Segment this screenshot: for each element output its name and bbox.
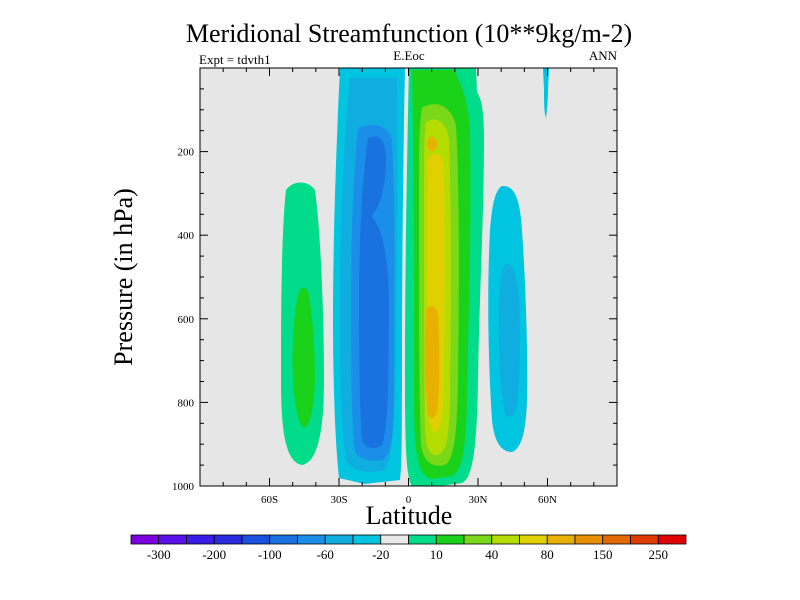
right-subtitle: ANN [589, 48, 618, 63]
colorbar-label: -20 [372, 547, 389, 562]
colorbar-swatch [213, 534, 243, 545]
colorbar-swatch [657, 534, 687, 545]
contour-region-nh-ferrel [488, 68, 549, 452]
colorbar-label: -60 [317, 547, 334, 562]
left-subtitle: Expt = tdvth1 [199, 52, 271, 67]
x-tick-label: 60N [538, 494, 557, 506]
colorbar-swatch [158, 534, 187, 545]
colorbar-swatch [186, 534, 215, 545]
colorbar-swatch [491, 534, 520, 545]
colorbar-swatch [546, 534, 576, 545]
contour-nh-ferrel-20 [498, 264, 521, 417]
contour-region-sh-ferrel [281, 182, 324, 465]
colorbar-swatch [463, 534, 493, 545]
x-tick-label: 30S [330, 494, 347, 506]
colorbar-swatch [602, 534, 631, 545]
axes: 60S 30S 0 30N 60N 200 400 600 800 1000 [172, 67, 618, 506]
contour-layer [281, 68, 549, 486]
x-tick-label: 30N [469, 494, 488, 506]
x-axis-title: Latitude [366, 501, 453, 530]
colorbar-swatch [130, 534, 160, 545]
contour-sh-ferrel-40 [292, 287, 315, 428]
x-tick-label: 0 [406, 494, 412, 506]
colorbar-label: 40 [485, 547, 498, 562]
colorbar-swatch [408, 534, 437, 545]
colorbar-label: 250 [649, 547, 669, 562]
y-axis-title: Pressure (in hPa) [109, 188, 138, 366]
y-tick-label: 400 [178, 230, 195, 242]
colorbar-swatch [574, 534, 604, 545]
contour-nh-ferrel-top-streak [543, 68, 549, 118]
colorbar-swatch [324, 534, 354, 545]
contour-region-sh-hadley [333, 68, 405, 484]
contour-nh-hadley-150-top [427, 137, 437, 151]
y-tick-label: 200 [178, 147, 195, 159]
colorbar-label: -300 [147, 547, 171, 562]
colorbar-swatch [352, 534, 382, 545]
colorbar-swatch [435, 534, 465, 545]
x-tick-label: 60S [261, 494, 278, 506]
colorbar-label: 10 [430, 547, 443, 562]
chart-title: Meridional Streamfunction (10**9kg/m-2) [186, 19, 632, 48]
center-subtitle: E.Eoc [393, 48, 425, 63]
colorbar-label: 150 [593, 547, 613, 562]
contour-region-nh-hadley [405, 68, 484, 486]
colorbar-label: -200 [202, 547, 226, 562]
colorbar-label: 80 [541, 547, 554, 562]
colorbar-swatch [241, 534, 271, 545]
y-tick-label: 1000 [172, 481, 195, 493]
colorbar-swatch [380, 534, 409, 545]
contour-nh-hadley-150 [424, 305, 440, 419]
colorbar-swatch [297, 534, 326, 545]
colorbar-swatch [519, 534, 548, 545]
colorbar-label: -100 [258, 547, 282, 562]
y-tick-label: 800 [178, 397, 195, 409]
y-tick-label: 600 [178, 314, 195, 326]
colorbar: -300 -200 -100 -60 -20 10 40 80 150 250 [130, 534, 687, 562]
colorbar-swatch [269, 534, 298, 545]
colorbar-swatch [630, 534, 659, 545]
contour-sh-hadley-60 [359, 136, 389, 449]
